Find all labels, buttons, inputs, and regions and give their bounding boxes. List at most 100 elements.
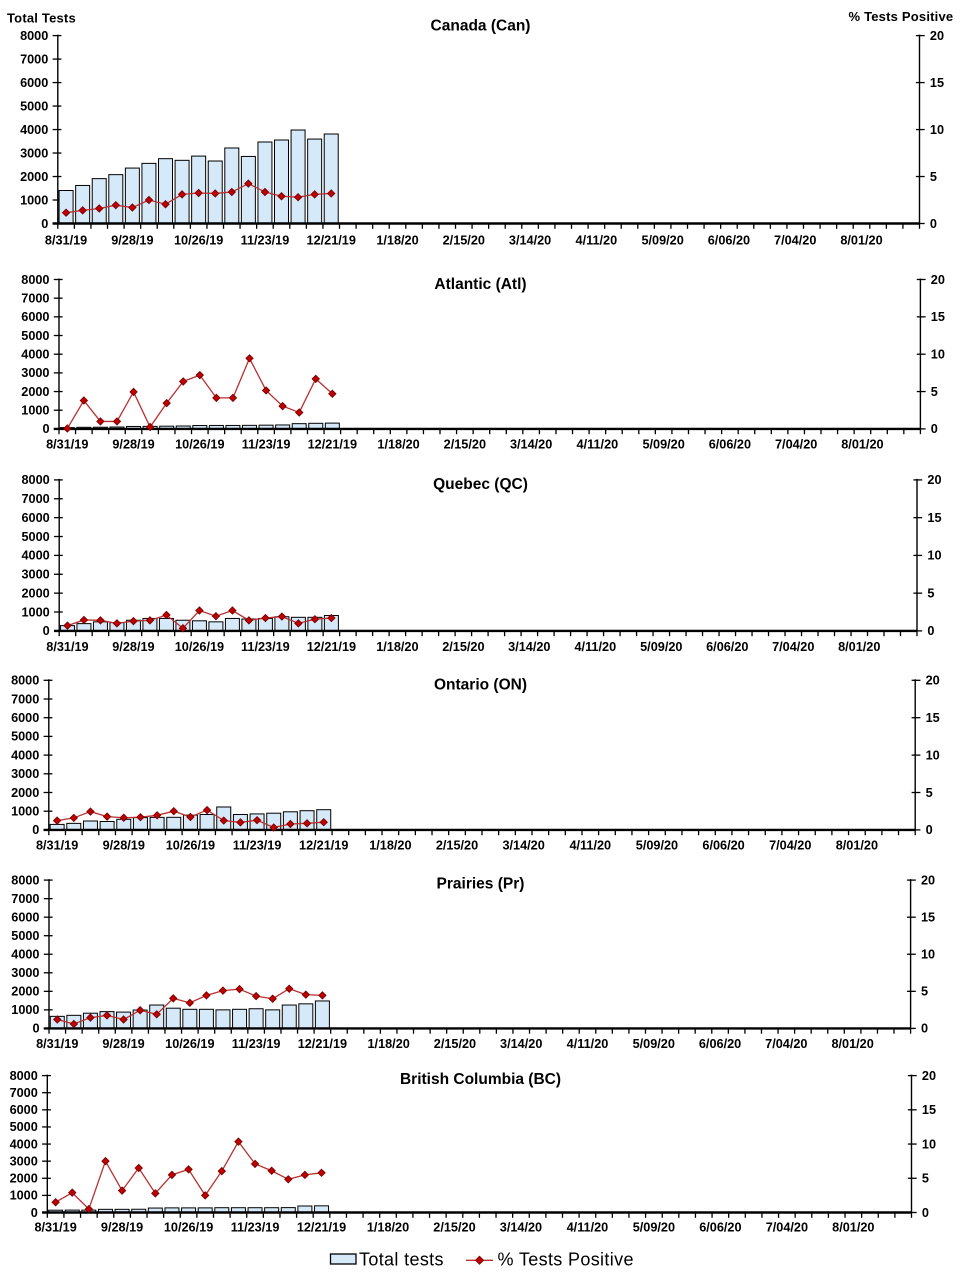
svg-text:11/23/19: 11/23/19 xyxy=(233,838,282,852)
svg-text:4000: 4000 xyxy=(20,123,48,137)
svg-text:7/04/20: 7/04/20 xyxy=(775,437,817,451)
svg-text:5000: 5000 xyxy=(21,329,49,343)
svg-text:8000: 8000 xyxy=(10,1069,38,1083)
svg-text:1000: 1000 xyxy=(20,193,48,207)
svg-text:9/28/19: 9/28/19 xyxy=(112,437,154,451)
svg-text:8/31/19: 8/31/19 xyxy=(36,838,78,852)
svg-text:5000: 5000 xyxy=(20,99,48,113)
svg-text:15: 15 xyxy=(926,711,940,725)
svg-text:15: 15 xyxy=(921,910,935,924)
svg-text:Atlantic (Atl): Atlantic (Atl) xyxy=(434,276,526,293)
svg-text:8/31/19: 8/31/19 xyxy=(46,437,88,451)
svg-text:20: 20 xyxy=(931,273,945,287)
svg-text:Ontario (ON): Ontario (ON) xyxy=(434,677,527,694)
svg-text:9/28/19: 9/28/19 xyxy=(101,1220,143,1234)
svg-text:8/01/20: 8/01/20 xyxy=(836,838,878,852)
svg-text:7000: 7000 xyxy=(10,1086,38,1100)
svg-text:5: 5 xyxy=(921,985,928,999)
svg-text:5000: 5000 xyxy=(11,929,39,943)
svg-text:2000: 2000 xyxy=(11,786,39,800)
svg-text:6/06/20: 6/06/20 xyxy=(699,1037,741,1051)
svg-text:3000: 3000 xyxy=(20,146,48,160)
svg-text:6/06/20: 6/06/20 xyxy=(706,640,748,654)
svg-text:2000: 2000 xyxy=(21,586,49,600)
svg-text:7000: 7000 xyxy=(11,692,39,706)
svg-text:4000: 4000 xyxy=(11,948,39,962)
svg-text:8000: 8000 xyxy=(21,473,49,487)
svg-text:0: 0 xyxy=(41,217,48,231)
svg-text:5: 5 xyxy=(930,170,937,184)
svg-text:3/14/20: 3/14/20 xyxy=(500,1037,542,1051)
svg-text:Quebec (QC): Quebec (QC) xyxy=(433,476,528,493)
svg-text:% Tests Positive: % Tests Positive xyxy=(498,1250,634,1270)
svg-text:2/15/20: 2/15/20 xyxy=(434,1037,476,1051)
svg-text:10/26/19: 10/26/19 xyxy=(175,437,224,451)
svg-text:4/11/20: 4/11/20 xyxy=(567,1220,609,1234)
svg-text:5/09/20: 5/09/20 xyxy=(640,640,682,654)
svg-text:Prairies (Pr): Prairies (Pr) xyxy=(437,876,525,893)
svg-text:5/09/20: 5/09/20 xyxy=(633,1220,675,1234)
svg-text:1000: 1000 xyxy=(21,404,49,418)
svg-text:1/18/20: 1/18/20 xyxy=(377,437,419,451)
svg-text:11/23/19: 11/23/19 xyxy=(242,437,291,451)
svg-text:2000: 2000 xyxy=(10,1172,38,1186)
svg-text:3/14/20: 3/14/20 xyxy=(500,1220,542,1234)
svg-text:10: 10 xyxy=(930,123,944,137)
svg-text:6/06/20: 6/06/20 xyxy=(708,234,750,248)
svg-text:7/04/20: 7/04/20 xyxy=(772,640,814,654)
svg-text:10: 10 xyxy=(927,549,941,563)
svg-text:15: 15 xyxy=(931,310,945,324)
svg-text:10: 10 xyxy=(926,748,940,762)
svg-text:Canada (Can): Canada (Can) xyxy=(431,18,531,35)
svg-text:11/23/19: 11/23/19 xyxy=(232,1037,281,1051)
svg-text:5: 5 xyxy=(926,786,933,800)
svg-text:10: 10 xyxy=(922,1137,936,1151)
svg-text:10: 10 xyxy=(921,948,935,962)
svg-text:1/18/20: 1/18/20 xyxy=(367,1037,409,1051)
svg-text:12/21/19: 12/21/19 xyxy=(297,1220,346,1234)
svg-text:6/06/20: 6/06/20 xyxy=(709,437,751,451)
svg-text:3000: 3000 xyxy=(11,767,39,781)
svg-text:8/01/20: 8/01/20 xyxy=(831,1037,873,1051)
svg-text:10: 10 xyxy=(931,348,945,362)
svg-text:5/09/20: 5/09/20 xyxy=(636,838,678,852)
svg-text:4/11/20: 4/11/20 xyxy=(569,838,611,852)
svg-text:8/01/20: 8/01/20 xyxy=(832,1220,874,1234)
svg-text:6000: 6000 xyxy=(21,310,49,324)
svg-text:20: 20 xyxy=(926,674,940,688)
svg-text:0: 0 xyxy=(42,422,49,436)
svg-text:5000: 5000 xyxy=(11,730,39,744)
svg-text:4/11/20: 4/11/20 xyxy=(567,1037,609,1051)
svg-text:8/01/20: 8/01/20 xyxy=(840,234,882,248)
svg-text:11/23/19: 11/23/19 xyxy=(231,1220,280,1234)
svg-text:15: 15 xyxy=(922,1103,936,1117)
svg-text:9/28/19: 9/28/19 xyxy=(103,838,145,852)
svg-text:0: 0 xyxy=(926,823,933,837)
svg-text:1/18/20: 1/18/20 xyxy=(376,234,418,248)
svg-text:11/23/19: 11/23/19 xyxy=(241,640,290,654)
svg-text:8000: 8000 xyxy=(11,873,39,887)
svg-text:British Columbia (BC): British Columbia (BC) xyxy=(400,1071,561,1088)
svg-text:6/06/20: 6/06/20 xyxy=(702,838,744,852)
svg-text:8/31/19: 8/31/19 xyxy=(46,640,88,654)
svg-text:20: 20 xyxy=(927,473,941,487)
svg-text:0: 0 xyxy=(930,217,937,231)
svg-text:7/04/20: 7/04/20 xyxy=(774,234,816,248)
svg-text:0: 0 xyxy=(922,1206,929,1220)
svg-text:Total Tests: Total Tests xyxy=(7,11,76,26)
svg-text:4/11/20: 4/11/20 xyxy=(575,640,617,654)
svg-text:0: 0 xyxy=(921,1022,928,1036)
svg-text:1000: 1000 xyxy=(21,605,49,619)
svg-text:0: 0 xyxy=(931,422,938,436)
svg-text:8/31/19: 8/31/19 xyxy=(36,1037,78,1051)
svg-text:9/28/19: 9/28/19 xyxy=(111,234,153,248)
svg-text:5000: 5000 xyxy=(21,530,49,544)
svg-text:10/26/19: 10/26/19 xyxy=(174,234,223,248)
svg-text:8000: 8000 xyxy=(20,29,48,43)
svg-text:2/15/20: 2/15/20 xyxy=(442,640,484,654)
svg-text:8/01/20: 8/01/20 xyxy=(841,437,883,451)
svg-text:0: 0 xyxy=(927,624,934,638)
svg-text:7000: 7000 xyxy=(20,52,48,66)
svg-text:10/26/19: 10/26/19 xyxy=(164,1220,213,1234)
svg-text:2/15/20: 2/15/20 xyxy=(444,437,486,451)
